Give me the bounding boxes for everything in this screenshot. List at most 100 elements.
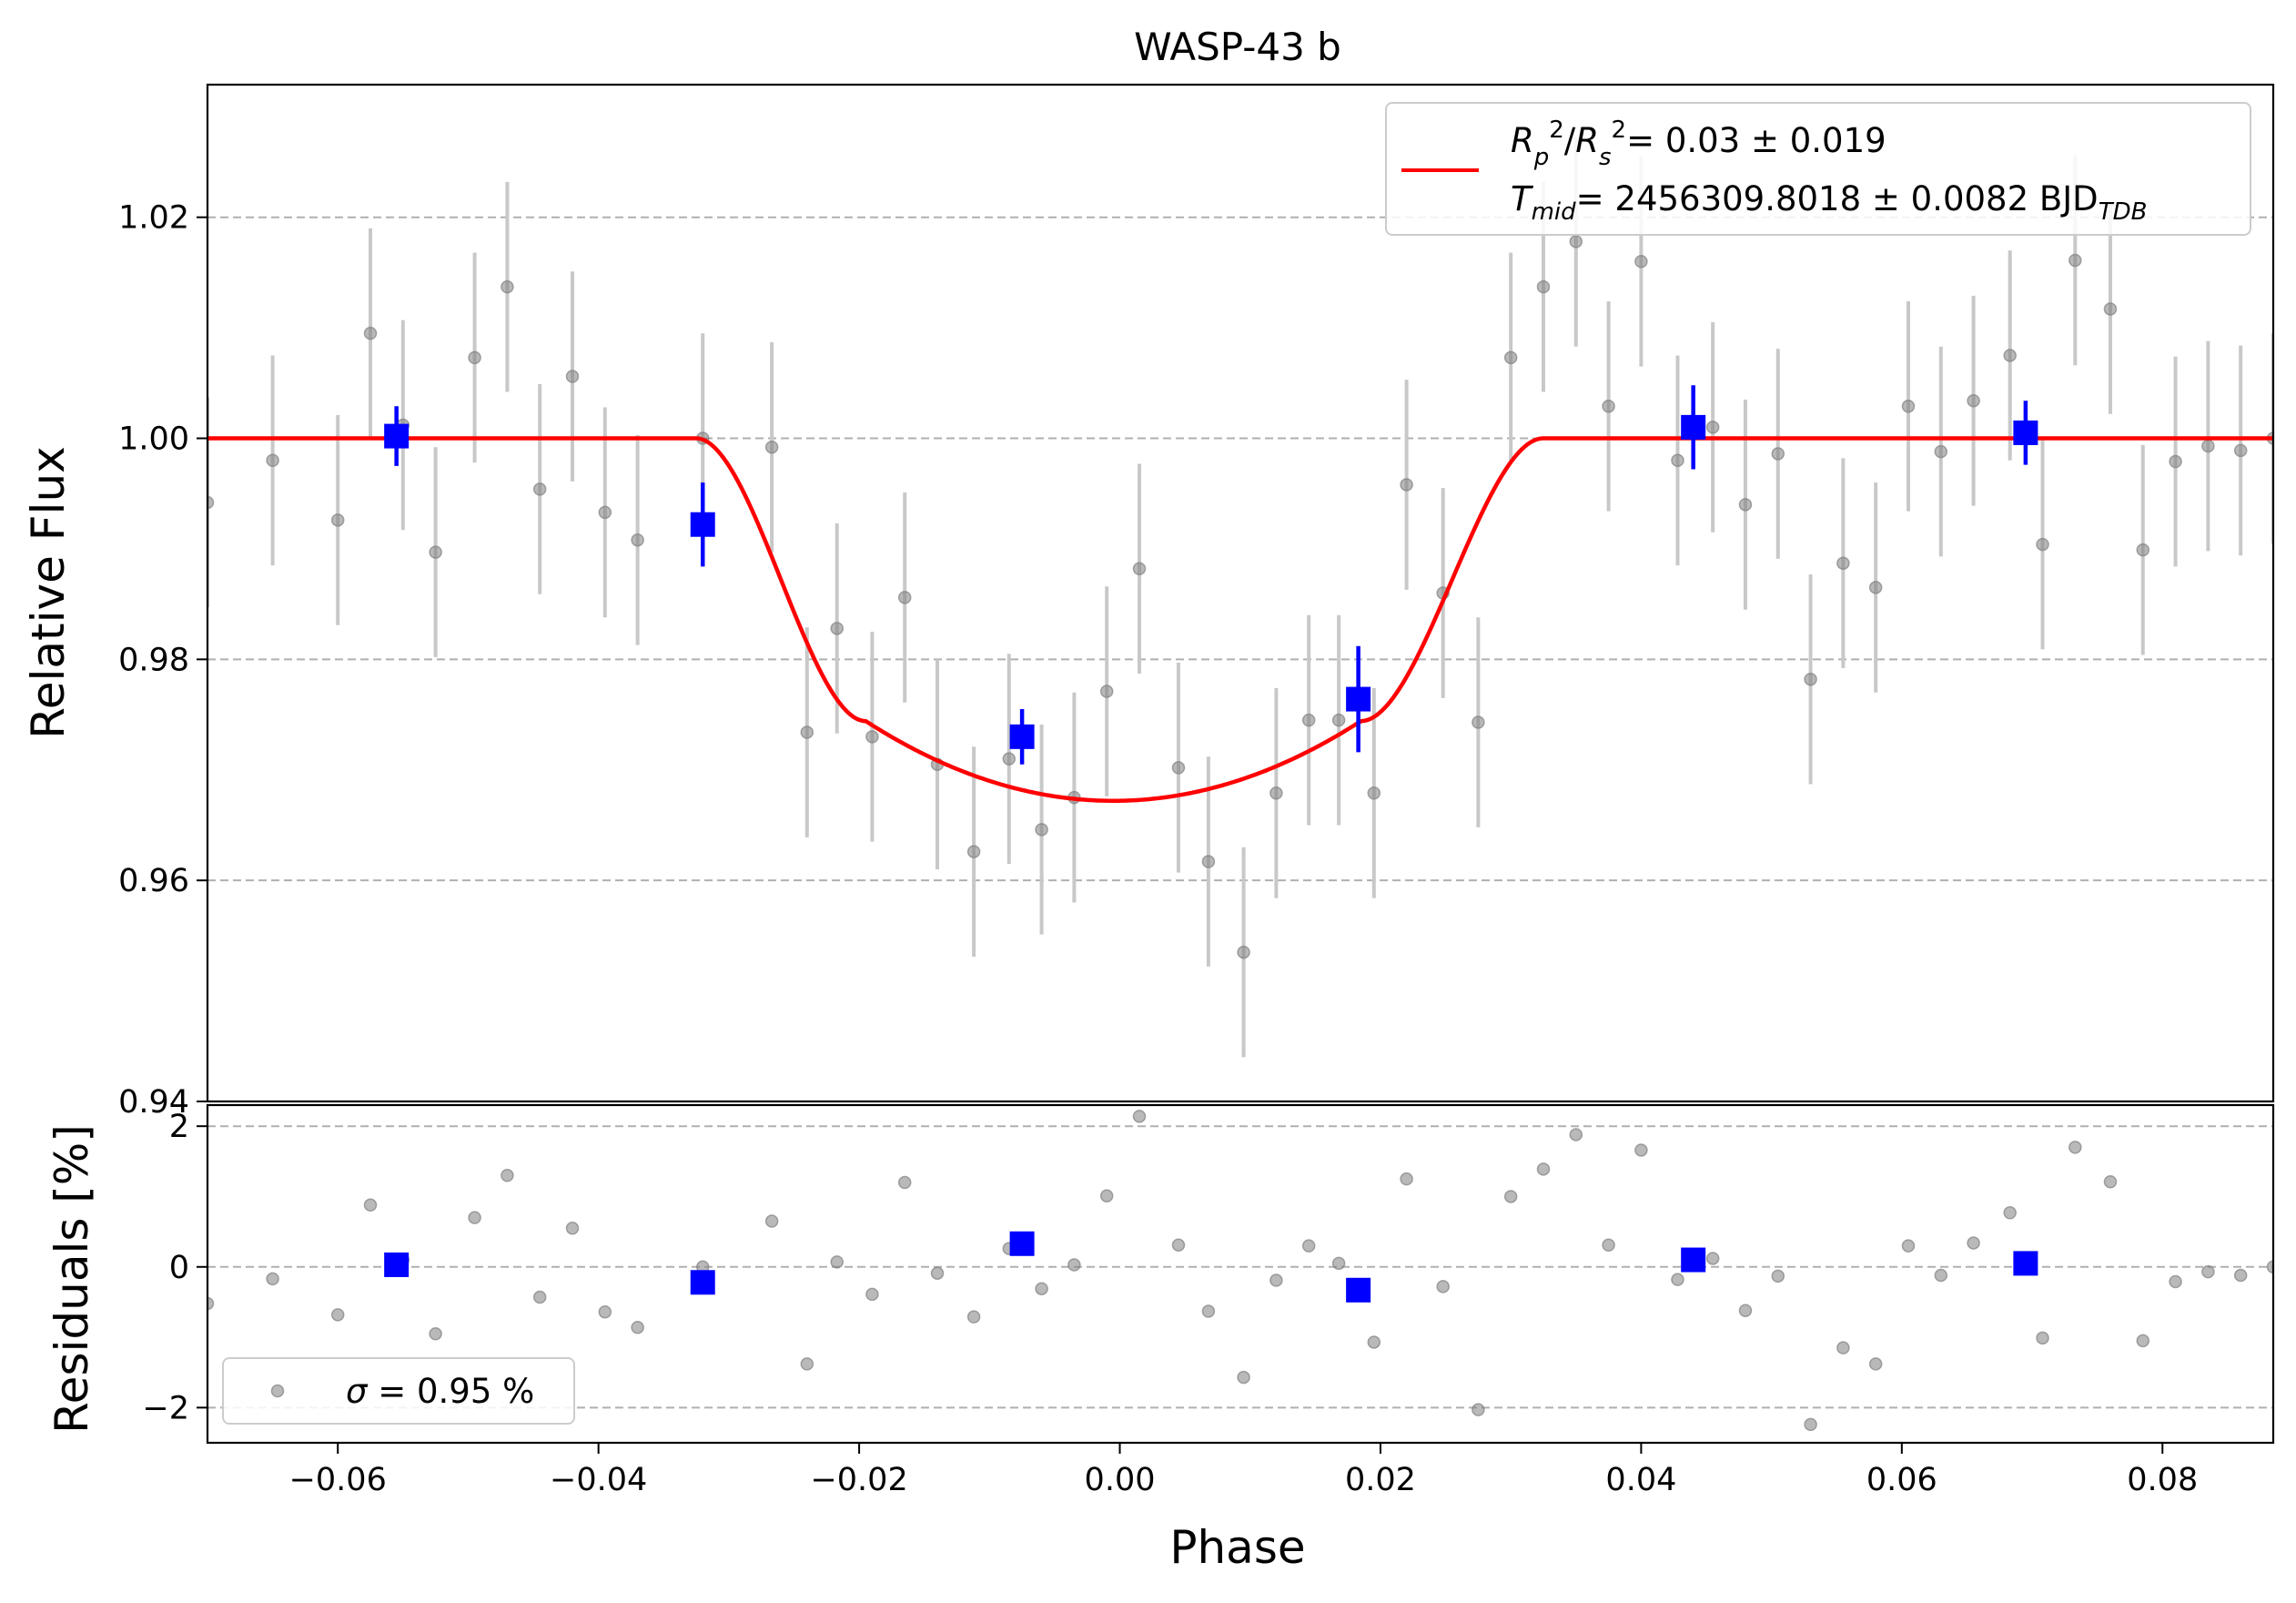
unbinned-point xyxy=(1035,823,1048,837)
binned-point xyxy=(1009,724,1035,749)
residual-unbinned-point xyxy=(429,1326,442,1341)
residual-unbinned-point xyxy=(501,1169,514,1182)
residual-unbinned-point xyxy=(1738,1304,1753,1317)
flux-y-tick-label: 1.00 xyxy=(118,421,189,458)
legend-sigma-label: σ = 0.95 % xyxy=(346,1372,534,1411)
residual-unbinned-point xyxy=(598,1304,612,1319)
legend-rp-rs-value: = 0.03 ± 0.019 xyxy=(1626,121,1886,160)
residual-unbinned-point xyxy=(1301,1239,1316,1253)
flux-data xyxy=(207,137,2273,1058)
x-tick-label: −0.02 xyxy=(810,1462,907,1498)
unbinned-point xyxy=(2233,443,2248,458)
unbinned-point xyxy=(1967,393,1980,408)
residual-unbinned-point xyxy=(1269,1273,1283,1287)
residual-unbinned-point xyxy=(1705,1252,1720,1265)
unbinned-point xyxy=(631,533,644,547)
legend-tdb-subscript: TDB xyxy=(2099,198,2148,226)
residual-unbinned-point xyxy=(532,1290,547,1304)
unbinned-point xyxy=(2169,454,2182,469)
binned-point xyxy=(384,423,410,449)
residuals-legend-box xyxy=(222,1357,575,1425)
residual-unbinned-point xyxy=(1934,1268,1948,1283)
unbinned-point xyxy=(1400,478,1413,492)
flux-y-tick-label: 0.96 xyxy=(118,863,189,899)
x-tick-label: 0.04 xyxy=(1605,1462,1676,1498)
x-tick-label: 0.00 xyxy=(1085,1462,1156,1498)
residual-unbinned-point xyxy=(830,1255,844,1269)
residual-unbinned-point xyxy=(1569,1128,1583,1141)
flux-axes-frame xyxy=(206,83,2275,1103)
residual-unbinned-point xyxy=(1367,1335,1381,1349)
residual-unbinned-point xyxy=(1436,1280,1450,1294)
unbinned-point xyxy=(1367,786,1381,800)
x-axis-ticks: −0.06 −0.04 −0.02 0.00 0.02 0.04 0.06 0.08 xyxy=(289,1443,2198,1498)
legend-tmid-label: Tmid= 2456309.8018 ± 0.0082 BJDTDB xyxy=(1511,179,2147,226)
unbinned-point xyxy=(2003,349,2017,362)
residual-binned-point xyxy=(1009,1231,1035,1256)
residual-unbinned-point xyxy=(468,1211,481,1224)
residual-unbinned-point xyxy=(363,1198,378,1212)
flux-y-tick-label: 1.02 xyxy=(118,200,189,237)
unbinned-point xyxy=(1934,444,1948,459)
unbinned-point xyxy=(468,350,481,365)
unbinned-point xyxy=(330,513,345,527)
x-tick-label: 0.06 xyxy=(1866,1462,1937,1498)
residual-unbinned-point xyxy=(1400,1172,1413,1186)
unbinned-point xyxy=(1901,400,1916,413)
unbinned-point xyxy=(429,545,442,559)
unbinned-point xyxy=(1132,562,1147,576)
unbinned-point xyxy=(1836,556,1850,570)
residual-unbinned-point xyxy=(1201,1304,1216,1318)
residual-binned-point xyxy=(384,1252,410,1277)
residual-unbinned-point xyxy=(1671,1273,1684,1286)
unbinned-point xyxy=(897,591,912,604)
residuals-y-tick-label: 2 xyxy=(169,1109,189,1145)
residual-unbinned-point xyxy=(2201,1264,2215,1279)
x-tick-label: −0.06 xyxy=(289,1462,387,1498)
residual-unbinned-point xyxy=(330,1308,345,1322)
residual-unbinned-point xyxy=(2068,1141,2082,1154)
residual-unbinned-point xyxy=(1099,1189,1114,1202)
legend-sigma-value: = 0.95 % xyxy=(378,1372,534,1411)
unbinned-point xyxy=(2201,439,2215,453)
residual-unbinned-point xyxy=(1237,1370,1250,1385)
residual-unbinned-point xyxy=(1472,1403,1485,1416)
flux-y-axis-label: Relative Flux xyxy=(22,446,75,738)
residual-unbinned-point xyxy=(800,1357,814,1371)
residual-unbinned-point xyxy=(930,1266,945,1280)
unbinned-point xyxy=(1771,447,1785,461)
binned-point xyxy=(1346,686,1371,712)
residual-unbinned-point xyxy=(565,1222,580,1235)
residuals-axes-frame xyxy=(206,1103,2275,1445)
unbinned-point xyxy=(764,440,779,454)
residuals-legend: σ = 0.95 % xyxy=(222,1357,575,1425)
residual-unbinned-point xyxy=(207,1296,215,1311)
unbinned-point xyxy=(1671,453,1684,468)
unbinned-point xyxy=(207,495,215,510)
residual-unbinned-point xyxy=(2169,1274,2182,1289)
unbinned-point xyxy=(1536,279,1551,294)
x-axis-label: Phase xyxy=(1169,1521,1305,1574)
unbinned-point xyxy=(1301,713,1316,727)
unbinned-point xyxy=(565,370,580,383)
x-tick-label: 0.02 xyxy=(1345,1462,1416,1498)
flux-panel: 0.94 0.96 0.98 1.00 1.02 Relative Flux Rp2/R… xyxy=(22,83,2275,1121)
flux-y-tick-label: 0.98 xyxy=(118,642,189,678)
flux-legend: Rp2/Rs2= 0.03 ± 0.019 Tmid= 2456309.8018… xyxy=(1385,102,2251,236)
unbinned-point xyxy=(966,845,981,858)
binned-point xyxy=(2013,420,2038,445)
unbinned-point xyxy=(1503,350,1518,365)
unbinned-point xyxy=(266,453,279,468)
unbinned-point xyxy=(2036,537,2049,552)
residuals-panel: −2 0 2 Residuals [%] σ = 0.95 % xyxy=(46,1103,2275,1445)
residual-unbinned-point xyxy=(966,1310,981,1324)
residual-binned-point xyxy=(2013,1251,2038,1276)
unbinned-point xyxy=(1705,421,1720,434)
flux-y-tick-label: 0.94 xyxy=(118,1084,189,1121)
residuals-data xyxy=(207,1110,2273,1432)
residuals-y-ticks: −2 0 2 xyxy=(142,1109,207,1426)
unbinned-point xyxy=(1868,581,1883,594)
residual-unbinned-point xyxy=(1602,1238,1615,1253)
residual-unbinned-point xyxy=(1836,1341,1850,1354)
